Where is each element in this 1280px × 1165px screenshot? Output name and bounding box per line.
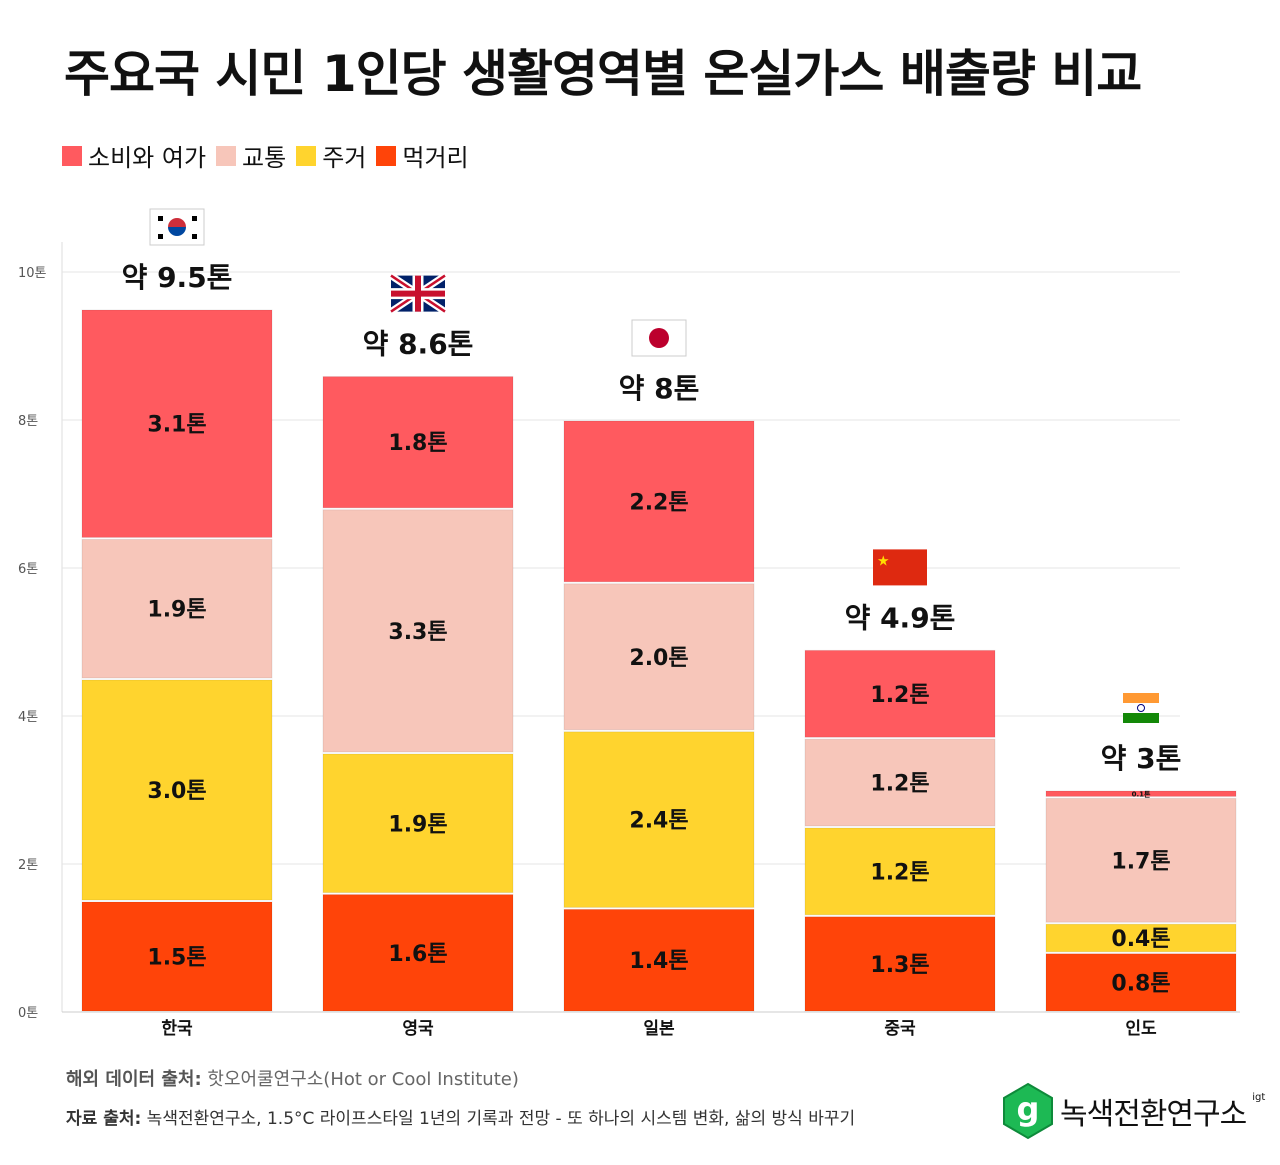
data-label: 1.2톤	[870, 772, 929, 797]
legend-item-consumption: 소비와 여가	[62, 138, 206, 173]
bar-segment	[322, 894, 514, 1012]
bar-segment	[804, 827, 996, 916]
bar-segment	[804, 649, 996, 738]
bar-segment	[804, 738, 996, 827]
legend-item-transport: 교통	[216, 138, 286, 173]
bar-segment	[804, 916, 996, 1012]
y-tick-label: 10톤	[18, 266, 47, 281]
x-tick-label: 인도	[1125, 1019, 1157, 1039]
y-tick-label: 2톤	[18, 858, 38, 873]
legend-swatch	[62, 145, 82, 166]
korea-flag-icon	[149, 208, 205, 246]
data-label: 3.3톤	[388, 620, 447, 645]
data-label: 1.9톤	[388, 812, 447, 837]
data-label: 0.1톤	[1132, 790, 1151, 799]
bar-segment	[563, 908, 755, 1012]
legend: 소비와 여가 교통 주거 먹거리	[62, 138, 469, 173]
bar-segment	[563, 420, 755, 583]
y-tick-label: 6톤	[18, 562, 38, 577]
data-label: 1.7톤	[1111, 849, 1170, 874]
data-label: 3.1톤	[147, 413, 206, 438]
data-label: 1.5톤	[147, 946, 206, 971]
india-flag-icon	[1123, 693, 1159, 723]
bar-segment	[1045, 923, 1237, 953]
data-label: 2.2톤	[629, 490, 688, 515]
y-tick-label: 0톤	[18, 1006, 38, 1021]
svg-text:g: g	[1017, 1090, 1040, 1128]
logo-text: 녹색전환연구소	[1060, 1097, 1247, 1132]
data-label: 2.4톤	[629, 809, 688, 834]
data-label: 1.3톤	[870, 953, 929, 978]
legend-swatch	[296, 145, 317, 166]
x-tick-label: 영국	[402, 1019, 434, 1039]
bar-segment	[563, 583, 755, 731]
bar-segment	[81, 901, 273, 1012]
bar-segment	[563, 731, 755, 908]
legend-swatch	[216, 145, 237, 166]
bar-segment	[322, 753, 514, 894]
logo-mark-icon: g	[1003, 1082, 1053, 1140]
china-flag-icon: ★	[873, 549, 927, 586]
total-label: 약 4.9톤	[845, 601, 956, 634]
japan-flag-icon	[631, 319, 687, 357]
x-tick-label: 중국	[884, 1019, 916, 1039]
data-source: 자료 출처: 녹색전환연구소, 1.5°C 라이프스타일 1년의 기록과 전망 …	[66, 1109, 856, 1129]
bar-segment	[81, 309, 273, 538]
total-label: 약 8.6톤	[363, 328, 474, 361]
uk-flag-icon	[389, 272, 447, 315]
data-label: 1.4톤	[629, 949, 688, 974]
total-label: 약 8톤	[619, 372, 700, 405]
chart-title: 주요국 시민 1인당 생활영역별 온실가스 배출량 비교	[64, 45, 1142, 103]
bar-segment	[322, 376, 514, 509]
data-label: 1.8톤	[388, 431, 447, 456]
svg-text:★: ★	[877, 553, 890, 569]
bar-segment	[1045, 797, 1237, 923]
bar-segment	[81, 538, 273, 679]
bar-group: 1.3톤 1.2톤 1.2톤 1.2톤 약 4.9톤 ★ 중국	[804, 549, 996, 1039]
y-tick-label: 4톤	[18, 710, 38, 725]
data-label: 1.9톤	[147, 598, 206, 623]
legend-item-housing: 주거	[296, 138, 366, 173]
data-label: 0.8톤	[1111, 971, 1170, 996]
data-label: 1.6톤	[388, 942, 447, 967]
bar-segment	[322, 509, 514, 753]
bar-segment	[81, 679, 273, 901]
data-label: 3.0톤	[147, 779, 206, 804]
data-source-overseas: 해외 데이터 출처: 핫오어쿨연구소(Hot or Cool Institute…	[66, 1069, 519, 1090]
bar-segment	[1045, 790, 1237, 797]
x-tick-label: 일본	[643, 1019, 675, 1039]
legend-item-food: 먹거리	[376, 138, 469, 173]
data-label: 2.0톤	[629, 646, 688, 671]
bar-segment	[1045, 953, 1237, 1012]
data-label: 0.4톤	[1111, 927, 1170, 952]
total-label: 약 9.5톤	[122, 261, 233, 294]
data-label: 1.2톤	[870, 860, 929, 885]
x-tick-label: 한국	[161, 1019, 193, 1039]
y-tick-label: 8톤	[18, 414, 38, 429]
total-label: 약 3톤	[1101, 742, 1182, 775]
data-label: 1.2톤	[870, 683, 929, 708]
logo: g 녹색전환연구소 igt	[1002, 1082, 1265, 1140]
legend-swatch	[376, 145, 397, 166]
